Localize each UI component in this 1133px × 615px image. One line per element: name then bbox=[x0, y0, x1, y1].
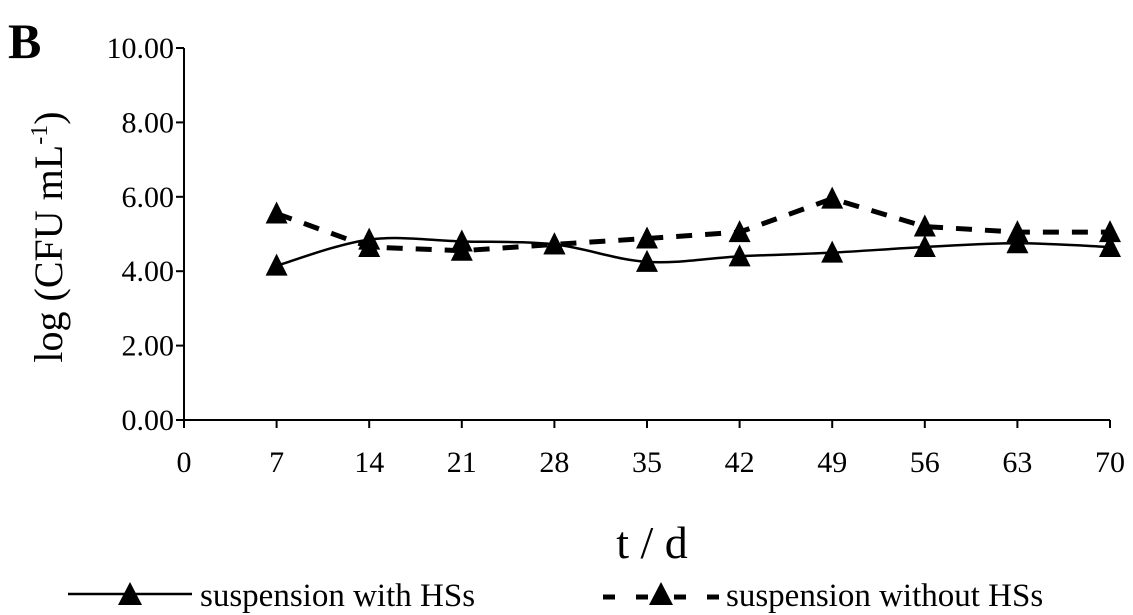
x-tick-label: 49 bbox=[817, 446, 847, 479]
legend: suspension with HSs suspension without H… bbox=[68, 578, 1043, 614]
series-1-marker bbox=[265, 253, 288, 276]
series-1-marker bbox=[913, 235, 936, 258]
y-tick-label: 4.00 bbox=[122, 255, 175, 288]
legend-dashed-marker bbox=[649, 582, 673, 605]
legend-series-1-label: suspension with HSs bbox=[200, 578, 475, 614]
y-tick-label: 2.00 bbox=[122, 330, 175, 363]
series-2-marker bbox=[450, 238, 473, 261]
y-tick-label: 6.00 bbox=[122, 181, 175, 214]
y-axis-label-superscript: -1 bbox=[27, 125, 53, 145]
y-tick-label: 0.00 bbox=[122, 404, 175, 437]
x-tick-label: 56 bbox=[910, 446, 940, 479]
x-tick-label: 70 bbox=[1095, 446, 1125, 479]
series-group bbox=[265, 186, 1121, 276]
y-axis-label: log (CFU mL-1) bbox=[26, 111, 71, 362]
y-axis-label-main: log (CFU mL bbox=[26, 145, 71, 363]
x-tick-label: 63 bbox=[1002, 446, 1032, 479]
x-tick-label: 14 bbox=[354, 446, 384, 479]
x-tick-label: 0 bbox=[177, 446, 192, 479]
series-2-marker bbox=[821, 186, 844, 209]
series-1-marker bbox=[728, 244, 751, 267]
ticks: 0.00 2.00 4.00 6.00 8.00 10.00 0 7 14 21 28 35 42 49 5… bbox=[107, 32, 1126, 479]
series-2-marker bbox=[265, 201, 288, 224]
legend-series-2-label: suspension without HSs bbox=[726, 578, 1043, 614]
legend-solid-marker bbox=[118, 582, 142, 605]
series-2-marker bbox=[913, 214, 936, 237]
x-tick-label: 28 bbox=[539, 446, 569, 479]
series-1-marker bbox=[636, 249, 658, 272]
y-tick-label: 8.00 bbox=[122, 106, 175, 139]
series-1-marker bbox=[821, 240, 844, 263]
x-tick-label: 35 bbox=[632, 446, 662, 479]
panel-label: B bbox=[8, 13, 41, 69]
y-tick-label: 10.00 bbox=[107, 32, 175, 65]
series-2-marker bbox=[1006, 220, 1029, 243]
series-1-marker bbox=[1099, 235, 1121, 258]
y-axis-label-close: ) bbox=[26, 111, 71, 124]
series-2-marker bbox=[636, 226, 658, 249]
x-tick-label: 21 bbox=[447, 446, 477, 479]
series-1-marker bbox=[1006, 231, 1029, 254]
series-2-marker bbox=[1099, 220, 1121, 243]
series-2-marker bbox=[358, 235, 381, 258]
series-2-marker bbox=[543, 232, 566, 255]
x-tick-label: 42 bbox=[725, 446, 755, 479]
series-1-line bbox=[276, 236, 1111, 267]
series-2-marker bbox=[728, 220, 751, 243]
series-2-line bbox=[275, 196, 1110, 254]
x-tick-label: 7 bbox=[269, 446, 284, 479]
x-axis-label: t / d bbox=[616, 517, 688, 568]
